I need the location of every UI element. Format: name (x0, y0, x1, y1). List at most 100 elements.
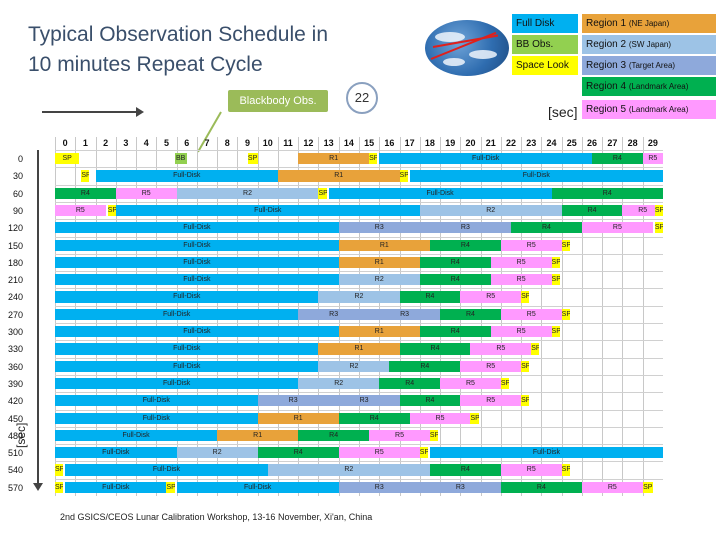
grid-hline (55, 478, 663, 480)
schedule-segment: R2 (176, 187, 319, 199)
page-title-line1: Typical Observation Schedule in (28, 23, 328, 46)
column-header: 27 (607, 138, 618, 148)
column-header: 6 (184, 138, 190, 148)
schedule-segment: R3 (338, 222, 420, 234)
schedule-segment: R5 (490, 274, 552, 286)
column-header: 11 (283, 138, 293, 148)
schedule-segment: Full-Disk (55, 377, 299, 390)
schedule-segment: Full-Disk (55, 239, 339, 251)
row-label: 360 (7, 361, 23, 372)
column-header: 8 (224, 138, 230, 148)
grid-hline (55, 219, 663, 221)
schedule-segment: SP (429, 429, 439, 442)
callout-number: 22 (346, 82, 378, 114)
schedule-segment: SP (551, 256, 560, 269)
column-header: 24 (546, 138, 557, 148)
grid-hline (55, 340, 663, 342)
schedule-segment: R4 (551, 187, 663, 199)
schedule-segment: R5 (460, 291, 522, 303)
column-header: 10 (262, 138, 273, 148)
schedule-segment: R5 (642, 153, 663, 165)
grid-hline (55, 305, 663, 307)
row-label: 480 (7, 430, 23, 441)
column-header: 28 (627, 138, 638, 148)
legend-item: BB Obs. (512, 35, 578, 54)
schedule-segment: R5 (338, 447, 420, 459)
legend-item-note: (Landmark Area) (628, 105, 689, 114)
schedule-segment: R4 (419, 326, 491, 338)
grid-vline (581, 137, 583, 496)
column-header: 20 (465, 138, 476, 148)
schedule-segment: SP (521, 360, 530, 372)
legend-item-label: Region 1 (586, 18, 629, 29)
grid-hline (55, 374, 663, 376)
schedule-segment: Full-Disk (176, 481, 339, 493)
page-title-line2: 10 minutes Repeat Cycle (28, 53, 263, 76)
schedule-segment: Full-Disk (409, 170, 663, 182)
schedule-segment: SP (642, 481, 653, 493)
schedule-segment: R4 (419, 274, 491, 286)
schedule-segment: R5 (369, 429, 430, 442)
schedule-segment: R4 (298, 429, 370, 442)
schedule-segment: R2 (338, 274, 420, 286)
row-label: 120 (7, 223, 23, 234)
schedule-grid: 0 1 2 3 4 5 6 7 8 9 10 11 12 13 14 15 16 17 18 19 20 21 22 23 24… (8, 137, 663, 497)
grid-hline (55, 357, 663, 359)
row-label: 540 (7, 465, 23, 476)
schedule-segment: R3 (338, 481, 420, 493)
schedule-segment: R3 (257, 395, 329, 407)
schedule-segment: Full-Disk (55, 291, 319, 303)
grid-hline (55, 426, 663, 428)
grid-hline (55, 323, 663, 324)
row-label: 270 (7, 309, 23, 320)
schedule-segment: SP (55, 464, 64, 476)
grid-hline (55, 167, 663, 169)
schedule-segment: Full-Disk (55, 256, 339, 269)
schedule-segment: R5 (460, 360, 522, 372)
schedule-segment: R4 (379, 377, 441, 390)
schedule-segment: R4 (338, 412, 410, 424)
legend-item: Space Look (512, 56, 578, 75)
schedule-segment: R4 (440, 308, 501, 320)
schedule-segment: R4 (389, 360, 461, 372)
row-label: 180 (7, 257, 23, 268)
schedule-segment: SP (531, 343, 540, 355)
schedule-segment: R4 (55, 187, 116, 199)
legend-item: Full Disk (512, 14, 578, 33)
column-header: 22 (505, 138, 516, 148)
schedule-segment: R2 (298, 377, 380, 390)
legend-item: Region 3 (Target Area) (582, 56, 716, 75)
schedule-segment: Full-Disk (429, 447, 663, 459)
schedule-segment: SP (551, 274, 560, 286)
schedule-segment: R3 (369, 308, 441, 320)
schedule-segment: SP (654, 204, 663, 217)
schedule-segment: R4 (500, 481, 582, 493)
schedule-segment: R1 (217, 429, 299, 442)
schedule-segment: R4 (511, 222, 582, 234)
row-label: 390 (7, 378, 23, 389)
column-header: 23 (526, 138, 537, 148)
schedule-segment: R5 (500, 239, 562, 251)
schedule-segment: BB (174, 153, 187, 165)
schedule-segment: Full-Disk (55, 343, 319, 355)
column-header: 15 (364, 138, 375, 148)
column-header: 25 (566, 138, 577, 148)
legend-item-note: (Target Area) (628, 61, 676, 70)
schedule-segment: R5 (500, 308, 562, 320)
legend-item-note: (NE Japan) (628, 19, 670, 28)
row-label: 510 (7, 448, 23, 459)
schedule-segment: R5 (470, 343, 532, 355)
schedule-segment: Full-Disk (55, 274, 339, 286)
schedule-segment: R1 (338, 326, 420, 338)
schedule-segment: R5 (115, 187, 177, 199)
grid-hline (55, 236, 663, 238)
schedule-segment: SP (470, 412, 479, 424)
column-header: 2 (103, 138, 109, 148)
schedule-segment: SP (166, 481, 175, 493)
row-label: 300 (7, 327, 23, 337)
grid-hline (55, 150, 663, 151)
column-header: 19 (445, 138, 456, 148)
schedule-segment: R3 (328, 395, 400, 407)
legend-item-label: Full Disk (516, 18, 555, 29)
schedule-segment: Full-Disk (95, 170, 278, 182)
